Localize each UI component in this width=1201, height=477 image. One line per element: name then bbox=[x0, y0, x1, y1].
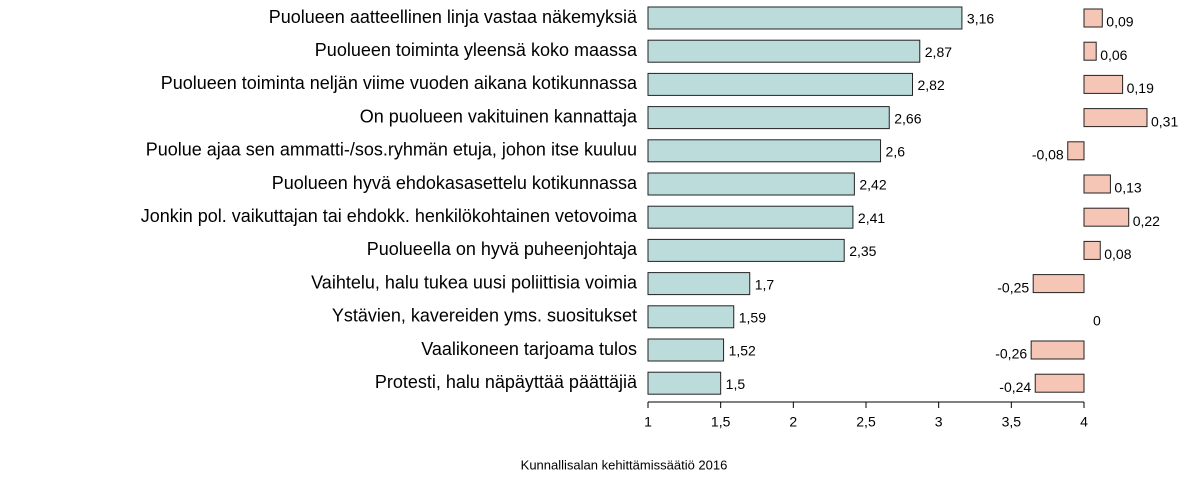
bar bbox=[647, 139, 882, 163]
bar bbox=[647, 205, 854, 229]
category-label: Puolueen toiminta neljän viime vuoden ai… bbox=[161, 73, 638, 93]
change-label: 0,06 bbox=[1100, 47, 1127, 63]
value-label: 1,52 bbox=[729, 343, 756, 359]
change-bar bbox=[1083, 74, 1124, 94]
category-label: Puolueella on hyvä puheenjohtaja bbox=[367, 239, 638, 259]
x-tick-label: 2 bbox=[789, 414, 797, 430]
category-label: Ystävien, kavereiden yms. suositukset bbox=[332, 306, 637, 326]
x-tick-label: 1,5 bbox=[711, 414, 731, 430]
bar bbox=[647, 106, 890, 130]
bar bbox=[647, 39, 921, 63]
category-label: Vaihtelu, halu tukea uusi poliittisia vo… bbox=[311, 272, 638, 292]
change-bar bbox=[1083, 8, 1103, 28]
bar bbox=[647, 305, 735, 329]
category-label: Puolue ajaa sen ammatti-/sos.ryhmän etuj… bbox=[146, 140, 637, 160]
change-bar bbox=[1034, 373, 1085, 393]
value-label: 2,82 bbox=[918, 77, 945, 93]
bar bbox=[647, 172, 855, 196]
change-bar bbox=[1032, 274, 1085, 294]
value-label: 2,35 bbox=[849, 243, 876, 259]
value-label: 2,66 bbox=[894, 110, 921, 126]
value-label: 2,87 bbox=[925, 44, 952, 60]
value-label: 2,41 bbox=[858, 210, 885, 226]
x-tick-label: 4 bbox=[1080, 414, 1088, 430]
source-note: Kunnallisalan kehittämissäätiö 2016 bbox=[521, 457, 728, 472]
bar bbox=[647, 6, 963, 30]
change-label: 0,22 bbox=[1133, 213, 1160, 229]
value-label: 3,16 bbox=[967, 11, 994, 27]
change-bar bbox=[1030, 340, 1085, 360]
category-label: Protesti, halu näpäyttää päättäjiä bbox=[375, 372, 638, 392]
value-label: 2,42 bbox=[859, 177, 886, 193]
category-label: Vaalikoneen tarjoama tulos bbox=[421, 339, 637, 359]
change-bar bbox=[1083, 240, 1101, 260]
bar bbox=[647, 72, 914, 96]
change-label: 0,19 bbox=[1127, 80, 1154, 96]
bar bbox=[647, 272, 751, 296]
change-bar bbox=[1083, 174, 1111, 194]
change-bar bbox=[1083, 108, 1148, 128]
bar bbox=[647, 338, 725, 362]
category-label: Jonkin pol. vaikuttajan tai ehdokk. henk… bbox=[141, 206, 638, 226]
change-bar bbox=[1083, 207, 1130, 227]
change-bar bbox=[1083, 41, 1097, 61]
change-label: 0,13 bbox=[1114, 180, 1141, 196]
change-label: 0,08 bbox=[1104, 246, 1131, 262]
change-label: -0,24 bbox=[999, 379, 1031, 395]
category-label: Puolueen hyvä ehdokasasettelu kotikunnas… bbox=[272, 173, 638, 193]
change-bar bbox=[1067, 141, 1085, 161]
change-label: 0,31 bbox=[1151, 113, 1178, 129]
x-tick-label: 3 bbox=[935, 414, 943, 430]
category-label: On puolueen vakituinen kannattaja bbox=[360, 106, 638, 126]
value-label: 2,6 bbox=[886, 144, 906, 160]
change-label: 0 bbox=[1093, 313, 1101, 329]
change-label: -0,26 bbox=[995, 346, 1027, 362]
value-label: 1,5 bbox=[726, 376, 746, 392]
change-label: 0,09 bbox=[1106, 14, 1133, 30]
x-tick-label: 1 bbox=[644, 414, 652, 430]
bar bbox=[647, 238, 845, 262]
category-label: Puolueen toiminta yleensä koko maassa bbox=[315, 40, 638, 60]
x-tick-label: 2,5 bbox=[856, 414, 876, 430]
x-tick-label: 3,5 bbox=[1002, 414, 1022, 430]
value-label: 1,7 bbox=[755, 276, 775, 292]
category-label: Puolueen aatteellinen linja vastaa näkem… bbox=[269, 7, 638, 27]
value-label: 1,59 bbox=[739, 310, 766, 326]
change-label: -0,08 bbox=[1032, 147, 1064, 163]
bar bbox=[647, 371, 722, 395]
change-label: -0,25 bbox=[997, 279, 1029, 295]
